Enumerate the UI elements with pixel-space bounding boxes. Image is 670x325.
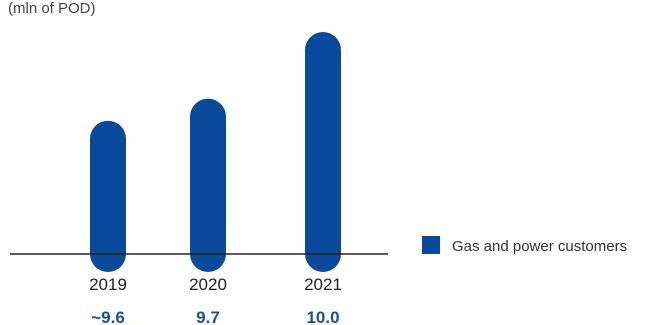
value-label-2021: 10.0 (306, 308, 339, 325)
bars-group (90, 32, 341, 272)
legend: Gas and power customers (422, 236, 627, 255)
x-tick-label-2021: 2021 (304, 275, 342, 294)
unit-label: (mln of POD) (8, 0, 96, 17)
legend-swatch (422, 236, 440, 254)
value-label-2020: 9.7 (196, 308, 220, 325)
x-tick-labels: 2019 2020 2021 (89, 275, 342, 294)
x-tick-label-2020: 2020 (189, 275, 227, 294)
bar-2020 (190, 98, 226, 272)
value-label-2019: ~9.6 (91, 308, 125, 325)
legend-label: Gas and power customers (452, 238, 627, 255)
bar-2021 (305, 32, 341, 272)
value-labels: ~9.6 9.7 10.0 (91, 308, 339, 325)
bar-2019 (90, 120, 126, 272)
x-tick-label-2019: 2019 (89, 275, 127, 294)
